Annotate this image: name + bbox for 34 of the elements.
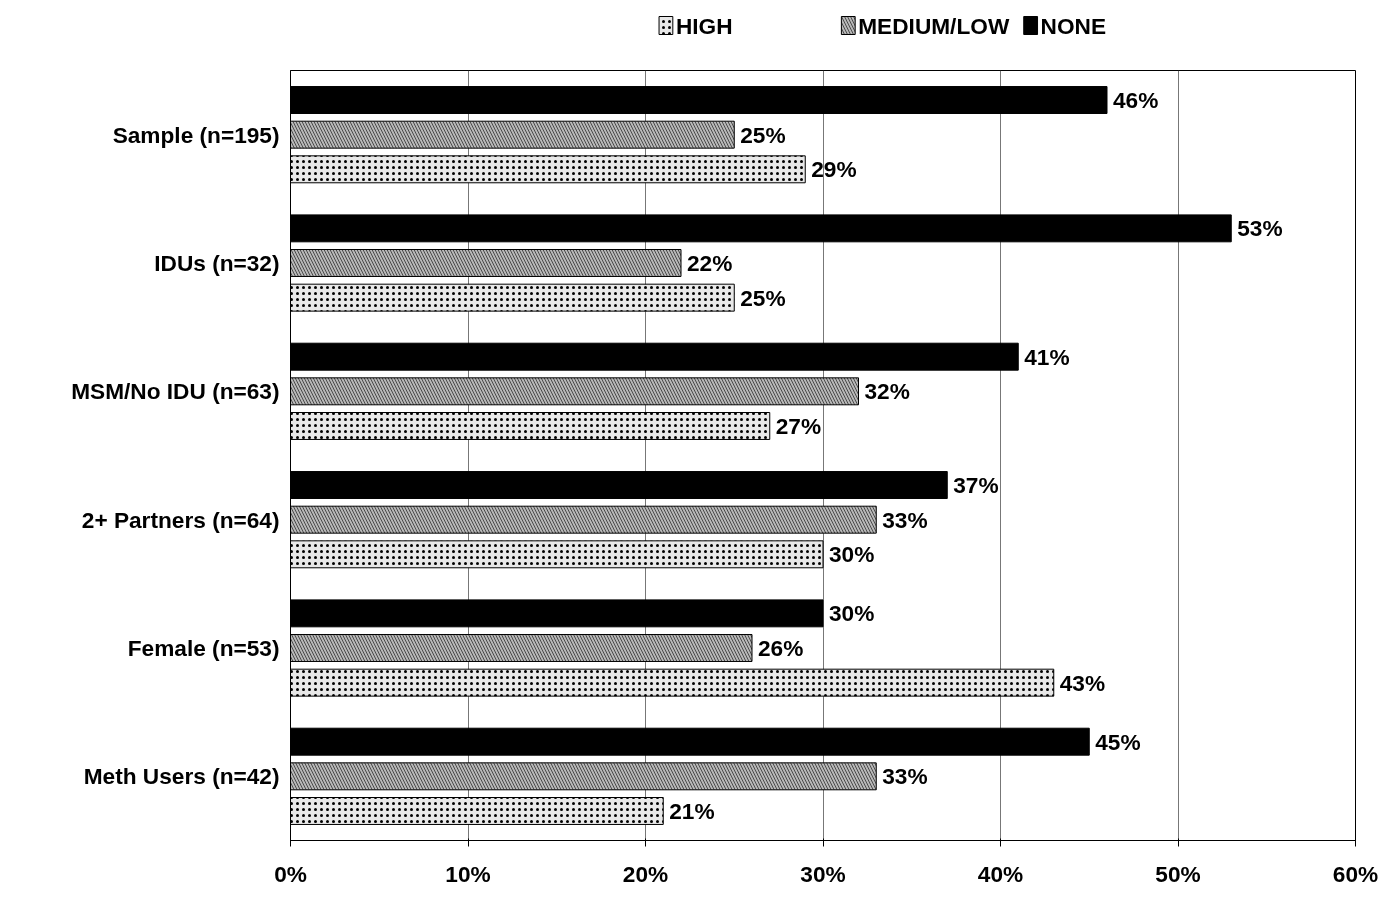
y-tick-label: Female (n=53) <box>127 635 280 661</box>
x-tick-label: 20% <box>622 860 669 887</box>
data-label: 25% <box>740 284 786 311</box>
data-label: 37% <box>953 472 999 499</box>
y-tick-label: Sample (n=195) <box>112 121 280 148</box>
x-tick-label: 30% <box>800 860 846 887</box>
data-label: 53% <box>1237 215 1283 242</box>
x-tick-label: 10% <box>445 860 491 887</box>
x-tick-label: 50% <box>1155 860 1201 887</box>
y-tick-label: Meth Users (n=42) <box>83 763 280 790</box>
data-label: 29% <box>811 156 857 183</box>
data-label: 46% <box>1113 87 1159 114</box>
x-tick-label: 40% <box>977 860 1024 887</box>
data-label: 32% <box>864 378 910 405</box>
data-label: 22% <box>687 250 733 276</box>
data-label: 21% <box>669 797 715 824</box>
legend-label: MEDIUM/LOW <box>858 12 1010 39</box>
legend-label: HIGH <box>675 12 733 39</box>
legend-label: NONE <box>1040 12 1107 39</box>
x-tick-label: 0% <box>274 860 307 887</box>
data-label: 45% <box>1095 728 1141 755</box>
data-label: 30% <box>829 600 875 627</box>
y-tick-label: MSM/No IDU (n=63) <box>71 378 280 405</box>
y-tick-label: 2+ Partners (n=64) <box>81 506 280 533</box>
data-label: 33% <box>882 506 928 533</box>
data-label: 33% <box>882 763 928 790</box>
data-label: 25% <box>740 121 786 148</box>
data-label: 27% <box>775 412 822 439</box>
data-label: 26% <box>758 635 804 661</box>
data-label: 41% <box>1024 343 1070 370</box>
data-label: 43% <box>1059 669 1106 696</box>
data-label: 30% <box>829 541 875 568</box>
x-tick-label: 60% <box>1332 860 1379 887</box>
y-tick-label: IDUs (n=32) <box>154 250 280 276</box>
